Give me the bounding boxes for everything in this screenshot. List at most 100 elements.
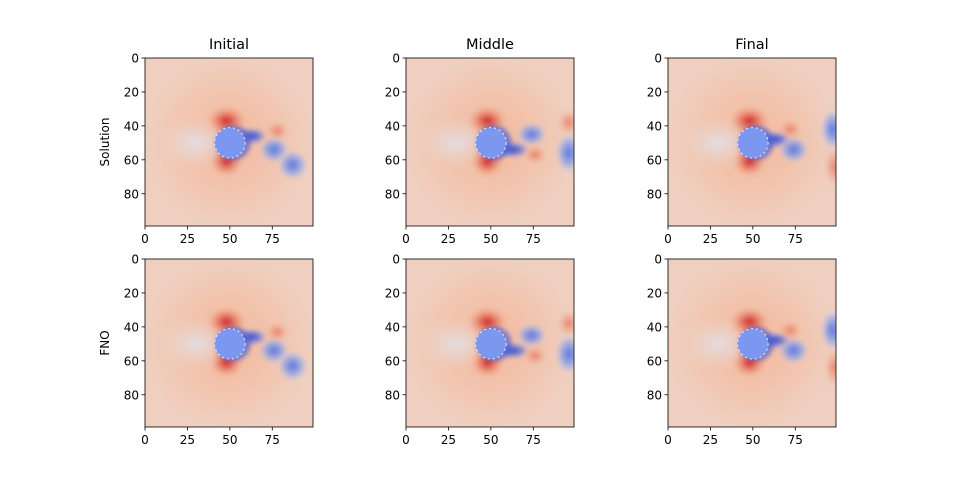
- x-tick-label: 50: [483, 433, 498, 447]
- x-tick-label: 50: [745, 433, 760, 447]
- y-tick-label: 20: [385, 85, 400, 99]
- axes-frame: [667, 57, 837, 227]
- y-tick-label: 60: [124, 354, 139, 368]
- heatmap-panel: 0 25 50 75 0 20 40 60 80: [385, 52, 575, 246]
- y-tick-label: 40: [647, 119, 662, 133]
- obstacle-edge: [737, 127, 769, 159]
- x-tick-label: 50: [483, 232, 498, 246]
- obstacle: [737, 328, 769, 360]
- y-tick-label: 60: [124, 153, 139, 167]
- column-title: Initial: [209, 37, 249, 53]
- y-tick-label: 60: [385, 354, 400, 368]
- x-tick-label: 75: [265, 232, 280, 246]
- heatmap-panel: 0 25 50 75 0 20 40 60 80: [124, 52, 314, 246]
- wake-vortex: [820, 108, 836, 150]
- x-tick-label: 25: [180, 232, 195, 246]
- x-tick-label: 25: [703, 232, 718, 246]
- wake-vortex: [778, 320, 803, 341]
- wake-vortex: [277, 149, 308, 181]
- y-tick-label: 80: [647, 187, 662, 201]
- wake-vortex: [523, 345, 547, 366]
- y-tick-label: 80: [647, 388, 662, 402]
- x-tick-label: 0: [664, 232, 672, 246]
- x-tick-label: 25: [180, 433, 195, 447]
- y-tick-label: 40: [647, 320, 662, 334]
- wake-vortex: [516, 323, 547, 348]
- y-tick-label: 0: [392, 253, 400, 267]
- x-tick-label: 75: [265, 433, 280, 447]
- y-tick-label: 40: [124, 119, 139, 133]
- x-tick-label: 25: [441, 433, 456, 447]
- y-tick-label: 0: [392, 52, 400, 66]
- axes-frame: [405, 57, 575, 227]
- y-tick-label: 80: [124, 187, 139, 201]
- y-tick-label: 20: [124, 85, 139, 99]
- axes-frame: [667, 258, 837, 428]
- row-label: FNO: [98, 330, 112, 355]
- heatmap-panel: 0 25 50 75 0 20 40 60 80: [647, 253, 837, 447]
- y-tick-label: 0: [131, 253, 139, 267]
- y-tick-label: 40: [124, 320, 139, 334]
- obstacle: [475, 328, 507, 360]
- wake-vortex: [557, 108, 574, 137]
- axes-frame: [405, 258, 575, 428]
- y-tick-label: 0: [131, 52, 139, 66]
- obstacle-edge: [737, 328, 769, 360]
- x-tick-label: 25: [703, 433, 718, 447]
- heatmap-panel: 0 25 50 75 0 20 40 60 80: [124, 253, 314, 447]
- wake-vortex: [778, 119, 803, 140]
- y-tick-label: 20: [647, 286, 662, 300]
- wake-vortex: [277, 350, 308, 382]
- x-tick-label: 75: [526, 433, 541, 447]
- wake-vortex: [523, 144, 547, 165]
- x-tick-label: 75: [526, 232, 541, 246]
- y-tick-label: 20: [124, 286, 139, 300]
- obstacle-edge: [475, 127, 507, 159]
- wake-vortex: [265, 120, 290, 142]
- x-tick-label: 50: [222, 433, 237, 447]
- obstacle: [737, 127, 769, 159]
- wake-vortex: [516, 122, 547, 147]
- x-tick-label: 75: [788, 232, 803, 246]
- heatmap-panel: 0 25 50 75 0 20 40 60 80: [647, 52, 837, 246]
- wake-vortex: [557, 309, 574, 338]
- y-tick-label: 60: [647, 354, 662, 368]
- x-tick-label: 50: [745, 232, 760, 246]
- y-tick-label: 40: [385, 119, 400, 133]
- wake-vortex: [778, 337, 809, 365]
- y-tick-label: 40: [385, 320, 400, 334]
- y-tick-label: 80: [124, 388, 139, 402]
- y-tick-label: 80: [385, 388, 400, 402]
- wake-vortex: [555, 132, 574, 174]
- x-tick-label: 0: [141, 232, 149, 246]
- axes-frame: [144, 57, 314, 227]
- obstacle: [214, 127, 246, 159]
- y-tick-label: 20: [647, 85, 662, 99]
- heatmap-panel: 0 25 50 75 0 20 40 60 80: [385, 253, 575, 447]
- wake-vortex: [824, 146, 836, 187]
- y-tick-label: 80: [385, 187, 400, 201]
- wake-vortex: [824, 347, 836, 388]
- x-tick-label: 0: [402, 433, 410, 447]
- obstacle: [214, 328, 246, 360]
- x-tick-label: 25: [441, 232, 456, 246]
- y-tick-label: 60: [647, 153, 662, 167]
- y-tick-label: 0: [654, 253, 662, 267]
- x-tick-label: 50: [222, 232, 237, 246]
- x-tick-label: 0: [402, 232, 410, 246]
- y-tick-label: 20: [385, 286, 400, 300]
- obstacle: [475, 127, 507, 159]
- wake-vortex: [265, 321, 290, 343]
- x-tick-label: 75: [788, 433, 803, 447]
- y-tick-label: 0: [654, 52, 662, 66]
- y-tick-label: 60: [385, 153, 400, 167]
- axes-frame: [144, 258, 314, 428]
- labels: Initial Middle Final Solution FNO: [98, 37, 769, 356]
- wake-vortex: [555, 333, 574, 375]
- obstacle-edge: [475, 328, 507, 360]
- column-title: Final: [735, 37, 768, 53]
- x-tick-label: 0: [664, 433, 672, 447]
- x-tick-label: 0: [141, 433, 149, 447]
